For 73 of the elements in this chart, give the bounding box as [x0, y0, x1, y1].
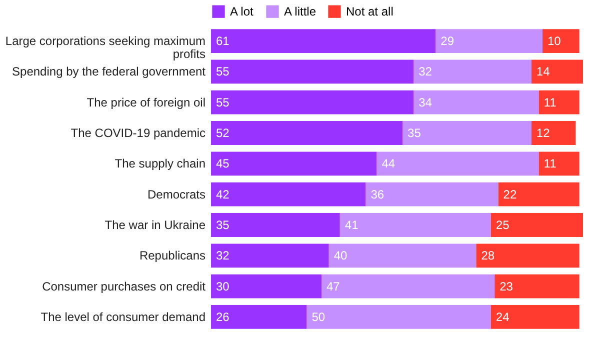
- data-label: 36: [370, 187, 384, 202]
- data-label: 34: [418, 95, 432, 110]
- data-label: 50: [312, 310, 326, 324]
- bar: [402, 121, 532, 145]
- data-label: 55: [216, 64, 230, 79]
- data-label: 41: [344, 218, 359, 232]
- data-label: 42: [216, 187, 230, 202]
- bar: [211, 305, 307, 329]
- data-label: 40: [334, 248, 348, 263]
- data-label: 30: [216, 279, 230, 294]
- data-label: 24: [496, 310, 510, 324]
- data-label: 52: [216, 126, 230, 140]
- bar: [476, 244, 580, 268]
- y-tick-label: The COVID-19 pandemic: [70, 126, 206, 140]
- bar: [436, 29, 542, 53]
- legend-label: A lot: [230, 4, 254, 19]
- bar: [211, 60, 414, 84]
- bar: [494, 274, 580, 298]
- bar: [498, 182, 580, 206]
- bar: [306, 305, 491, 329]
- bar: [490, 213, 583, 237]
- data-label: 44: [382, 156, 396, 171]
- bar: [340, 213, 491, 237]
- bar: [211, 121, 403, 145]
- data-label: 10: [547, 34, 562, 48]
- bar: [376, 152, 539, 176]
- data-label: 61: [216, 34, 230, 48]
- data-label: 11: [544, 156, 557, 171]
- bar: [211, 244, 329, 268]
- y-tick-label: Democrats: [147, 187, 206, 202]
- data-label: 35: [408, 126, 422, 140]
- data-label: 23: [500, 279, 514, 294]
- y-tick-label: The supply chain: [114, 156, 206, 171]
- bar: [490, 305, 580, 329]
- data-label: 11: [544, 95, 557, 110]
- bar: [542, 29, 580, 53]
- data-label: 12: [536, 126, 550, 140]
- bar: [211, 274, 322, 298]
- bar: [531, 121, 576, 145]
- data-label: 26: [216, 310, 230, 324]
- data-label: 25: [496, 218, 510, 232]
- data-label: 45: [216, 156, 230, 171]
- data-label: 47: [326, 279, 340, 294]
- legend-label: A little: [284, 4, 316, 19]
- y-tick-label: The war in Ukraine: [104, 218, 206, 232]
- bar: [531, 60, 583, 84]
- data-label: 55: [216, 95, 230, 110]
- bar: [211, 182, 366, 206]
- bar: [211, 90, 414, 114]
- bar: [538, 152, 580, 176]
- bar: [321, 274, 495, 298]
- bar: [211, 213, 340, 237]
- y-tick-label: The price of foreign oil: [86, 95, 206, 110]
- y-tick-label: Large corporations seeking maximum profits: [5, 34, 206, 62]
- bar: [328, 244, 476, 268]
- data-label: 14: [536, 64, 550, 79]
- y-tick-label: Consumer purchases on credit: [42, 279, 206, 294]
- bar: [211, 152, 377, 176]
- data-label: 22: [503, 187, 517, 202]
- bar: [538, 90, 580, 114]
- data-label: 32: [418, 64, 432, 79]
- bar: [211, 29, 436, 53]
- bar: [414, 90, 539, 114]
- y-tick-label: The level of consumer demand: [40, 310, 206, 324]
- bar: [414, 60, 532, 84]
- legend-label: Not at all: [346, 4, 394, 19]
- bar: [366, 182, 498, 206]
- y-tick-label: Republicans: [139, 248, 206, 263]
- data-label: 35: [216, 218, 230, 232]
- y-tick-label: Spending by the federal government: [12, 64, 206, 79]
- data-label: 29: [440, 34, 454, 48]
- data-label: 28: [481, 248, 495, 263]
- data-label: 32: [216, 248, 230, 263]
